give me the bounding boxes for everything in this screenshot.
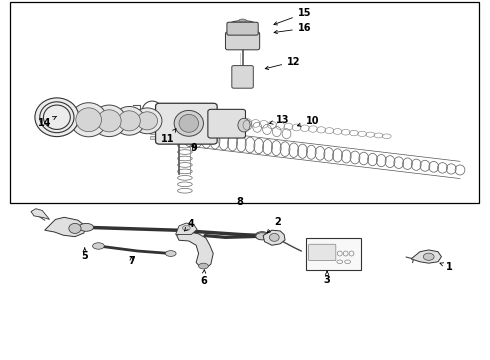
Ellipse shape (118, 111, 140, 131)
FancyBboxPatch shape (232, 66, 253, 88)
Ellipse shape (198, 263, 208, 269)
Bar (150, 135, 155, 139)
Ellipse shape (97, 110, 121, 132)
Text: 6: 6 (200, 270, 207, 286)
Ellipse shape (174, 111, 203, 136)
Ellipse shape (239, 19, 246, 22)
Ellipse shape (79, 224, 94, 231)
Bar (150, 131, 155, 134)
Polygon shape (31, 209, 49, 220)
Ellipse shape (133, 108, 162, 134)
Text: 14: 14 (38, 116, 57, 128)
Ellipse shape (179, 114, 198, 132)
Text: 1: 1 (440, 262, 453, 272)
Text: 8: 8 (237, 197, 244, 207)
Text: 9: 9 (190, 143, 197, 153)
FancyBboxPatch shape (156, 103, 217, 144)
Ellipse shape (137, 112, 158, 130)
Ellipse shape (76, 108, 101, 132)
Text: 5: 5 (81, 248, 88, 261)
Ellipse shape (92, 105, 126, 136)
Ellipse shape (93, 243, 104, 249)
Bar (306, 238, 361, 270)
Polygon shape (411, 250, 441, 263)
Polygon shape (263, 230, 285, 245)
Polygon shape (176, 231, 213, 268)
Text: 12: 12 (265, 57, 300, 69)
FancyBboxPatch shape (309, 244, 336, 261)
Text: 13: 13 (270, 115, 290, 125)
Ellipse shape (69, 224, 81, 233)
Ellipse shape (270, 233, 279, 241)
Ellipse shape (256, 233, 269, 240)
Polygon shape (175, 223, 197, 234)
Text: 15: 15 (274, 8, 311, 25)
Text: 11: 11 (161, 129, 176, 144)
Ellipse shape (228, 21, 257, 30)
Ellipse shape (40, 102, 74, 133)
Bar (10, 3, 479, 203)
Ellipse shape (238, 118, 250, 132)
Ellipse shape (255, 231, 269, 239)
Text: 16: 16 (274, 23, 311, 34)
Text: 7: 7 (128, 256, 135, 266)
Ellipse shape (35, 98, 79, 136)
Ellipse shape (423, 253, 434, 260)
Ellipse shape (71, 103, 107, 137)
Ellipse shape (182, 226, 190, 230)
Ellipse shape (44, 105, 71, 130)
Text: 3: 3 (324, 271, 330, 285)
Ellipse shape (113, 107, 145, 135)
Bar (150, 127, 155, 130)
Text: 4: 4 (185, 219, 195, 231)
Text: 10: 10 (297, 116, 319, 126)
FancyBboxPatch shape (208, 109, 245, 138)
Text: 2: 2 (267, 217, 281, 233)
Ellipse shape (165, 251, 176, 256)
FancyBboxPatch shape (227, 22, 258, 35)
FancyBboxPatch shape (225, 32, 260, 50)
Polygon shape (45, 217, 86, 237)
